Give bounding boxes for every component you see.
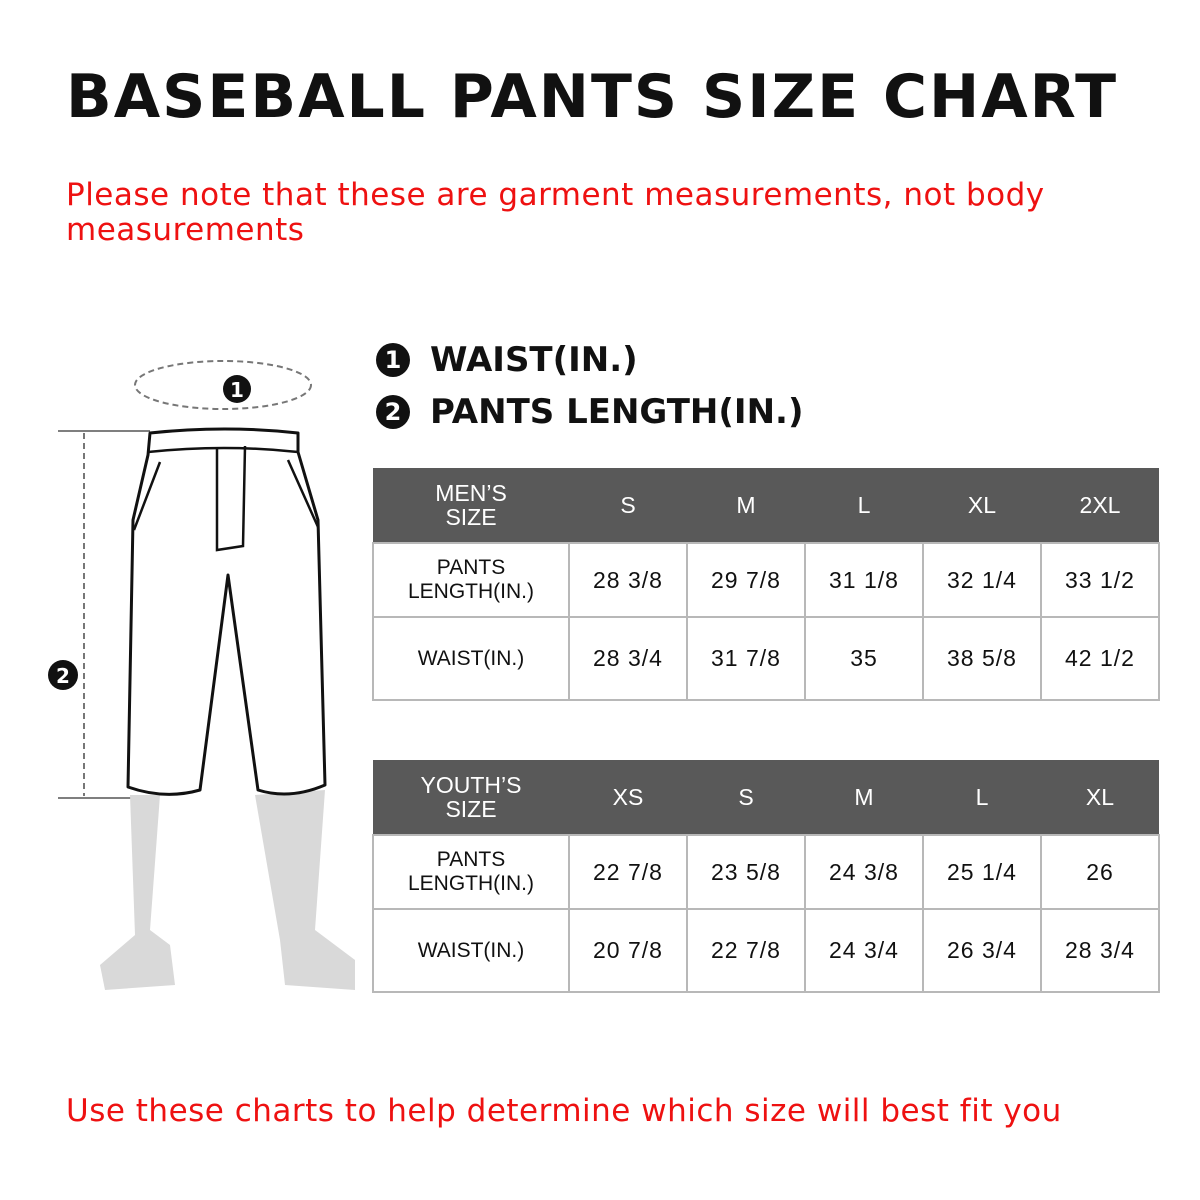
waist-measure-icon	[134, 360, 312, 410]
legend-label: WAIST(IN.)	[430, 340, 638, 380]
header-cell: XL	[1041, 760, 1159, 835]
table-cell: 35	[804, 616, 924, 701]
youth-size-table: YOUTH’S SIZE XS S M L XL PANTS LENGTH(IN…	[372, 760, 1160, 993]
table-cell: 23 5/8	[686, 834, 806, 910]
svg-text:1: 1	[230, 378, 244, 402]
table-cell: 28 3/8	[568, 542, 688, 618]
table-cell: 29 7/8	[686, 542, 806, 618]
table-cell: 28 3/4	[568, 616, 688, 701]
row-label: PANTS LENGTH(IN.)	[372, 834, 570, 910]
table-row: WAIST(IN.) 20 7/8 22 7/8 24 3/4 26 3/4 2…	[372, 908, 1160, 993]
table-cell: 22 7/8	[568, 834, 688, 910]
table-cell: 32 1/4	[922, 542, 1042, 618]
legend-pants-length: 2 PANTS LENGTH(IN.)	[376, 392, 804, 432]
page-title: BASEBALL PANTS SIZE CHART	[66, 62, 1119, 132]
header-cell: M	[805, 760, 923, 835]
table-cell: 20 7/8	[568, 908, 688, 993]
header-cell: XS	[569, 760, 687, 835]
header-cell: XL	[923, 468, 1041, 543]
measurement-note: Please note that these are garment measu…	[66, 177, 1045, 248]
table-cell: 31 7/8	[686, 616, 806, 701]
header-cell: YOUTH’S SIZE	[373, 760, 569, 835]
legend-label: PANTS LENGTH(IN.)	[430, 392, 804, 432]
pants-illustration: 1 2	[48, 360, 355, 990]
header-cell: MEN’S SIZE	[373, 468, 569, 543]
table-header-row: MEN’S SIZE S M L XL 2XL	[373, 468, 1159, 543]
table-cell: 26	[1040, 834, 1160, 910]
table-cell: 25 1/4	[922, 834, 1042, 910]
header-cell: 2XL	[1041, 468, 1159, 543]
header-cell: S	[569, 468, 687, 543]
table-cell: 33 1/2	[1040, 542, 1160, 618]
table-row: PANTS LENGTH(IN.) 22 7/8 23 5/8 24 3/8 2…	[372, 834, 1160, 910]
number-one-icon: 1	[376, 343, 410, 377]
row-label: WAIST(IN.)	[372, 616, 570, 701]
table-cell: 22 7/8	[686, 908, 806, 993]
row-label: PANTS LENGTH(IN.)	[372, 542, 570, 618]
table-header-row: YOUTH’S SIZE XS S M L XL	[373, 760, 1159, 835]
header-cell: S	[687, 760, 805, 835]
table-row: PANTS LENGTH(IN.) 28 3/8 29 7/8 31 1/8 3…	[372, 542, 1160, 618]
table-cell: 26 3/4	[922, 908, 1042, 993]
table-cell: 31 1/8	[804, 542, 924, 618]
table-cell: 24 3/8	[804, 834, 924, 910]
legend-waist: 1 WAIST(IN.)	[376, 340, 638, 380]
mens-size-table: MEN’S SIZE S M L XL 2XL PANTS LENGTH(IN.…	[372, 468, 1160, 701]
header-cell: L	[923, 760, 1041, 835]
row-label: WAIST(IN.)	[372, 908, 570, 993]
svg-text:2: 2	[56, 664, 70, 688]
table-cell: 42 1/2	[1040, 616, 1160, 701]
table-cell: 38 5/8	[922, 616, 1042, 701]
table-cell: 28 3/4	[1040, 908, 1160, 993]
header-cell: L	[805, 468, 923, 543]
table-row: WAIST(IN.) 28 3/4 31 7/8 35 38 5/8 42 1/…	[372, 616, 1160, 701]
table-cell: 24 3/4	[804, 908, 924, 993]
header-cell: M	[687, 468, 805, 543]
number-two-icon: 2	[376, 395, 410, 429]
footer-note: Use these charts to help determine which…	[66, 1093, 1062, 1129]
